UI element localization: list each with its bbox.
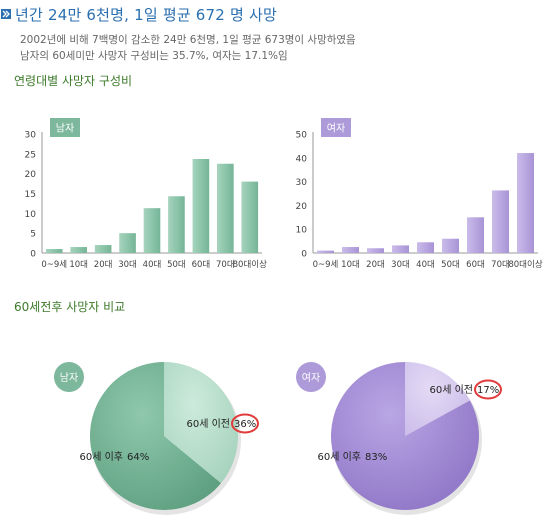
x-tick-label: 0~9세	[313, 260, 339, 270]
y-tick-label: 50	[296, 131, 308, 141]
x-tick-label: 40대	[143, 260, 162, 270]
bar	[241, 181, 259, 253]
slice-label-before-60: 60세 이전	[429, 384, 473, 396]
x-tick-label: 0~9세	[41, 260, 67, 270]
bar	[517, 153, 534, 253]
bar	[392, 245, 409, 253]
x-tick-label: 10대	[341, 260, 360, 270]
highlight-circle	[231, 413, 259, 434]
bar	[45, 249, 63, 253]
description-line-1: 2002년에 비해 7백명이 감소한 24만 6천명, 1일 평균 673명이 …	[20, 34, 356, 46]
bar	[417, 242, 434, 253]
section-title-60-comparison: 60세전후 사망자 비교	[14, 300, 126, 314]
bar	[168, 196, 185, 253]
y-tick-label: 0	[301, 250, 307, 260]
bar	[94, 245, 112, 253]
section-title-age-distribution: 연령대별 사망자 구성비	[14, 74, 133, 88]
bar-chart-female: 0 10 20 30 40 50 0~9세 10대 20대 30대 40대 50대 60대 70대80대이…	[296, 118, 543, 270]
x-tick-label: 10대	[69, 260, 88, 270]
x-tick-label: 20대	[366, 260, 385, 270]
legend-label: 여자	[327, 123, 345, 135]
x-tick-label: 70대	[491, 260, 510, 270]
bar	[442, 238, 459, 253]
legend-badge	[54, 362, 84, 392]
slice-value-before-60: 17%	[477, 385, 499, 396]
bar	[119, 233, 136, 253]
legend-badge	[296, 362, 326, 392]
y-tick-label: 10	[296, 226, 308, 236]
bar	[192, 158, 210, 253]
slice-label-before-60: 60세 이전	[186, 418, 230, 430]
double-chevron-icon	[1, 9, 11, 19]
y-tick-label: 20	[25, 170, 37, 180]
bar	[367, 248, 384, 253]
x-tick-label: 80대이상	[233, 259, 267, 270]
slice-value-after-60: 83%	[365, 452, 387, 463]
y-tick-label: 30	[296, 178, 308, 188]
y-tick-label: 10	[25, 210, 37, 220]
description-line-2: 남자의 60세미만 사망자 구성비는 35.7%, 여자는 17.1%임	[20, 50, 288, 62]
x-tick-label: 60대	[466, 260, 485, 270]
bar	[143, 208, 161, 253]
pie-slice-before-60	[164, 362, 238, 484]
bar	[492, 190, 509, 253]
pie-slice-after-60	[89, 361, 222, 510]
x-tick-label: 70대	[216, 260, 235, 270]
legend-badge	[50, 118, 80, 137]
legend-label: 여자	[302, 372, 320, 384]
y-tick-label: 0	[30, 250, 36, 260]
x-tick-label: 40대	[416, 260, 435, 270]
bar	[467, 217, 484, 253]
x-tick-label: 50대	[441, 260, 460, 270]
x-tick-label: 60대	[192, 260, 211, 270]
x-tick-label: 30대	[118, 260, 137, 270]
slice-label-after-60: 60세 이후	[79, 451, 123, 463]
y-tick-label: 15	[25, 190, 36, 200]
x-tick-label: 20대	[94, 260, 113, 270]
pie-slice-after-60	[330, 362, 479, 511]
page-title: 년간 24만 6천명, 1일 평균 672 명 사망	[15, 6, 277, 24]
y-tick-label: 30	[25, 131, 37, 141]
legend-badge	[321, 118, 351, 137]
highlight-circle	[474, 379, 502, 400]
pie-chart-female: 여자 60세 이전 17% 60세 이후 83%	[296, 362, 502, 515]
slice-label-after-60: 60세 이후	[317, 451, 361, 463]
x-tick-label: 80대이상	[508, 259, 542, 270]
y-tick-label: 5	[30, 230, 36, 240]
legend-label: 남자	[56, 123, 74, 135]
bar	[217, 163, 234, 253]
bar-chart-male: 0 5 10 15 20 25 30 0~9세 10대 20대 30대 40대 50대 60대 70대80대…	[25, 118, 267, 270]
legend-label: 남자	[60, 372, 78, 384]
x-tick-label: 50대	[167, 260, 186, 270]
y-tick-label: 20	[296, 202, 308, 212]
slice-value-before-60: 36%	[234, 419, 256, 430]
bar	[317, 250, 334, 253]
bar	[70, 247, 87, 253]
y-tick-label: 40	[296, 154, 308, 164]
slice-value-after-60: 64%	[127, 452, 149, 463]
y-tick-label: 25	[25, 150, 36, 160]
pie-slice-before-60	[405, 362, 470, 436]
bar	[342, 247, 359, 253]
pie-chart-male: 남자 60세 이전 36% 60세 이후 64%	[54, 361, 259, 515]
x-tick-label: 30대	[391, 260, 410, 270]
